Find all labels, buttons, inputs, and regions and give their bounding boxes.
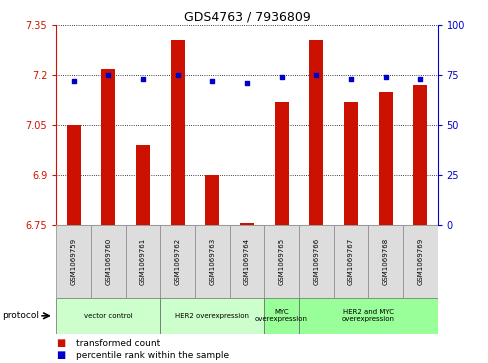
Bar	[125, 225, 160, 298]
Point	[69, 78, 77, 84]
Bar	[264, 225, 298, 298]
Bar	[66, 125, 81, 225]
Text: vector control: vector control	[84, 313, 132, 319]
Point	[104, 73, 112, 78]
Text: protocol: protocol	[2, 311, 40, 320]
Point	[139, 77, 146, 82]
Text: GSM1069760: GSM1069760	[105, 238, 111, 285]
Bar	[367, 225, 402, 298]
Text: GSM1069768: GSM1069768	[382, 238, 388, 285]
Bar	[298, 225, 333, 298]
Bar	[136, 145, 149, 225]
Point	[208, 78, 216, 84]
Bar	[160, 298, 264, 334]
Text: GSM1069759: GSM1069759	[70, 238, 77, 285]
Text: GSM1069769: GSM1069769	[416, 238, 423, 285]
Text: ■: ■	[56, 350, 65, 360]
Bar	[205, 175, 219, 225]
Bar	[274, 102, 288, 225]
Text: GSM1069763: GSM1069763	[209, 238, 215, 285]
Text: percentile rank within the sample: percentile rank within the sample	[76, 351, 228, 359]
Text: GSM1069766: GSM1069766	[313, 238, 319, 285]
Text: GSM1069767: GSM1069767	[347, 238, 353, 285]
Text: GSM1069765: GSM1069765	[278, 238, 284, 285]
Text: HER2 overexpression: HER2 overexpression	[175, 313, 249, 319]
Point	[277, 74, 285, 80]
Bar	[298, 298, 437, 334]
Text: ■: ■	[56, 338, 65, 348]
Point	[416, 77, 424, 82]
Text: GSM1069762: GSM1069762	[174, 238, 180, 285]
Point	[312, 73, 320, 78]
Bar	[56, 298, 160, 334]
Bar	[229, 225, 264, 298]
Point	[381, 74, 389, 80]
Bar	[170, 40, 184, 225]
Text: GSM1069761: GSM1069761	[140, 238, 145, 285]
Bar	[333, 225, 367, 298]
Text: GSM1069764: GSM1069764	[244, 238, 249, 285]
Text: HER2 and MYC
overexpression: HER2 and MYC overexpression	[341, 309, 394, 322]
Text: MYC
overexpression: MYC overexpression	[255, 309, 307, 322]
Bar	[309, 40, 323, 225]
Text: GDS4763 / 7936809: GDS4763 / 7936809	[183, 11, 310, 24]
Point	[243, 81, 250, 86]
Bar	[195, 225, 229, 298]
Bar	[402, 225, 437, 298]
Bar	[378, 92, 392, 225]
Bar	[344, 102, 357, 225]
Bar	[240, 223, 253, 225]
Point	[173, 73, 181, 78]
Point	[346, 77, 354, 82]
Bar	[56, 225, 91, 298]
Bar	[91, 225, 125, 298]
Text: transformed count: transformed count	[76, 339, 160, 347]
Bar	[412, 85, 427, 225]
Bar	[264, 298, 298, 334]
Bar	[160, 225, 195, 298]
Bar	[101, 69, 115, 225]
